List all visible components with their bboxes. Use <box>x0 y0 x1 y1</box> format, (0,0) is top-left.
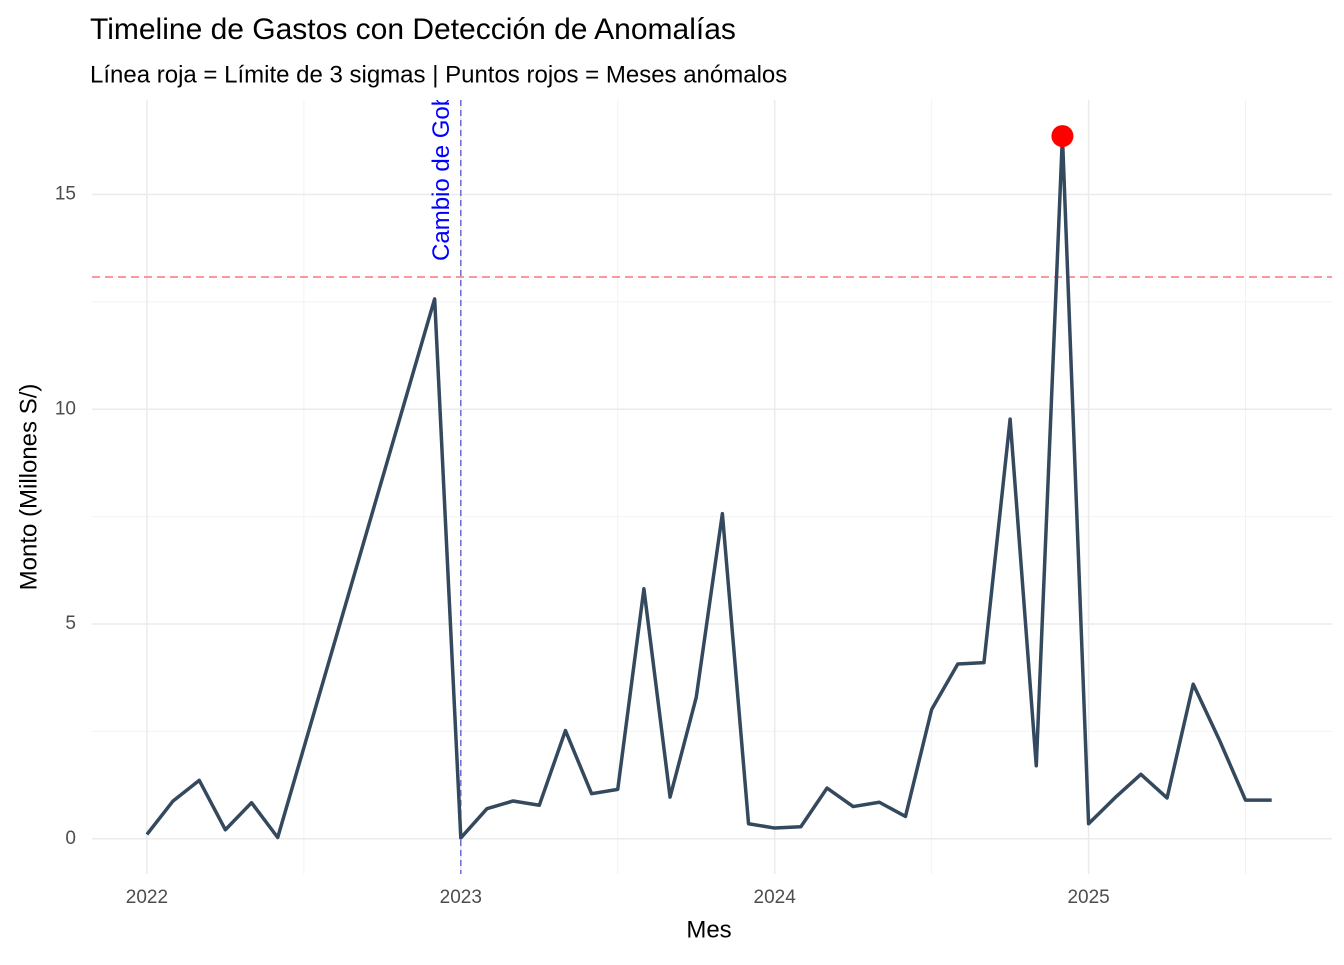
x-tick-label: 2024 <box>754 887 797 908</box>
grid <box>92 100 1332 874</box>
series-line <box>145 134 1272 840</box>
y-tick-label: 0 <box>65 828 76 849</box>
y-tick-label: 15 <box>55 184 76 205</box>
event-label-clip: Cambio de Gobierno <box>428 39 455 261</box>
y-axis-label: Monto (Millones S/) <box>15 384 42 591</box>
x-tick-label: 2025 <box>1067 887 1109 908</box>
event-label: Cambio de Gobierno <box>428 39 455 260</box>
x-tick-label: 2023 <box>440 887 482 908</box>
anomaly-point <box>1051 125 1074 148</box>
x-tick-label: 2022 <box>126 887 168 908</box>
y-tick-label: 5 <box>65 613 76 634</box>
chart-subtitle: Línea roja = Límite de 3 sigmas | Puntos… <box>90 61 787 88</box>
x-axis-label: Mes <box>686 916 731 943</box>
chart-title: Timeline de Gastos con Detección de Anom… <box>90 13 736 46</box>
y-tick-label: 10 <box>55 398 76 419</box>
